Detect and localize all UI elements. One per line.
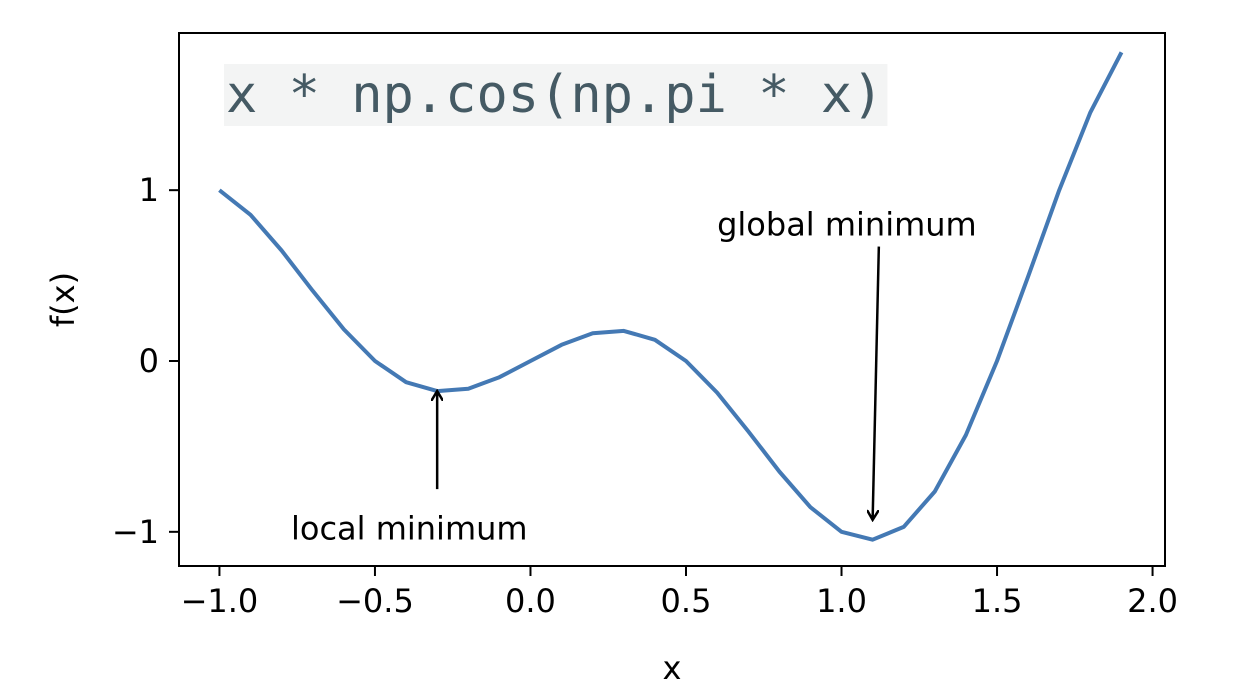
- x-tick-label: −1.0: [181, 582, 259, 620]
- x-tick-label: −0.5: [336, 582, 414, 620]
- annotation-arrow: [873, 246, 881, 520]
- x-axis-label: x: [663, 649, 682, 687]
- x-tick-label: 1.0: [816, 582, 867, 620]
- annotation-label: global minimum: [717, 205, 977, 243]
- y-tick-label: 1: [139, 171, 159, 209]
- annotation-label: local minimum: [291, 509, 528, 547]
- x-tick-label: 0.5: [661, 582, 712, 620]
- series-line: [218, 51, 1124, 542]
- x-tick-label: 0.0: [505, 582, 556, 620]
- x-tick-label: 1.5: [972, 582, 1023, 620]
- x-tick-label: 2.0: [1127, 582, 1178, 620]
- y-tick-label: 0: [139, 342, 159, 380]
- chart-title: x * np.cos(np.pi * x): [226, 65, 883, 125]
- chart-title-background: [224, 64, 888, 126]
- y-tick-label: −1: [112, 513, 159, 551]
- plot-frame: [178, 32, 1166, 567]
- y-axis-label: f(x): [44, 272, 82, 327]
